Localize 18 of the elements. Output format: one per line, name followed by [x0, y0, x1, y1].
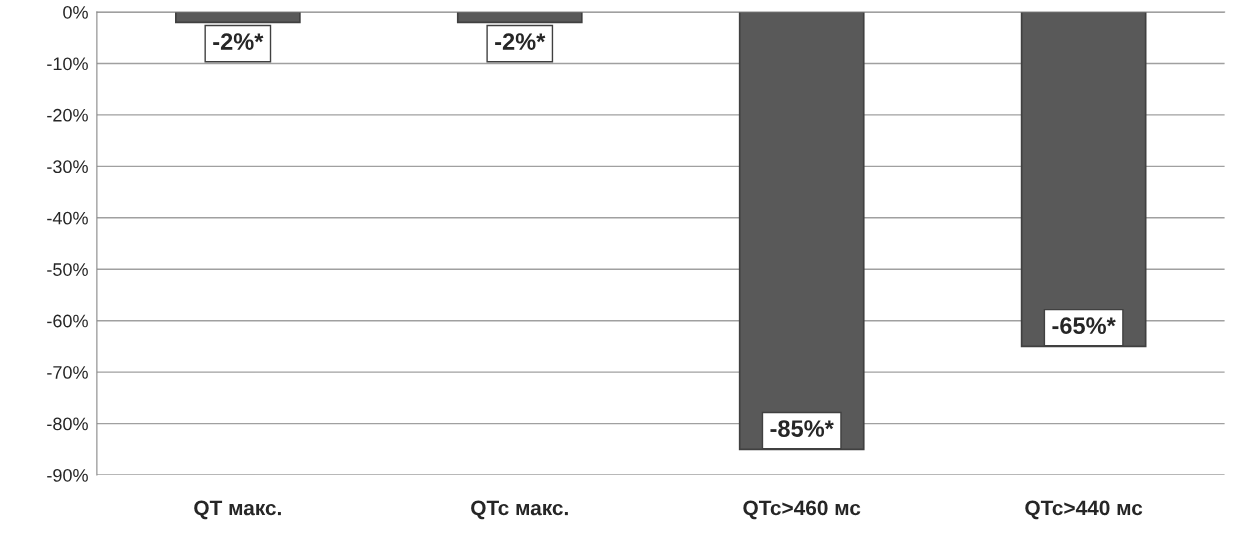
data-label: -65%* — [1052, 317, 1116, 335]
x-tick-label: QTc макс. — [471, 500, 568, 520]
y-tick-label: -50% — [47, 263, 88, 276]
data-label: -85%* — [770, 420, 834, 437]
y-tick-label: -40% — [47, 211, 88, 225]
x-tick-label: QT макс. — [194, 500, 281, 520]
data-label: -2%* — [495, 33, 546, 50]
y-tick-label: -70% — [47, 366, 88, 379]
x-tick-label: QTc>440 мс — [1025, 500, 1143, 520]
y-tick-label: 0% — [63, 5, 88, 19]
data-label: -2%* — [213, 33, 264, 50]
y-tick-label: -90% — [47, 468, 88, 482]
y-tick-label: -30% — [47, 160, 88, 174]
y-tick-label: -80% — [47, 417, 88, 431]
y-tick-label: -10% — [47, 57, 88, 71]
y-tick-label: -60% — [47, 314, 88, 328]
y-tick-label: -20% — [47, 108, 88, 122]
x-tick-label: QTc>460 мс — [743, 500, 861, 520]
